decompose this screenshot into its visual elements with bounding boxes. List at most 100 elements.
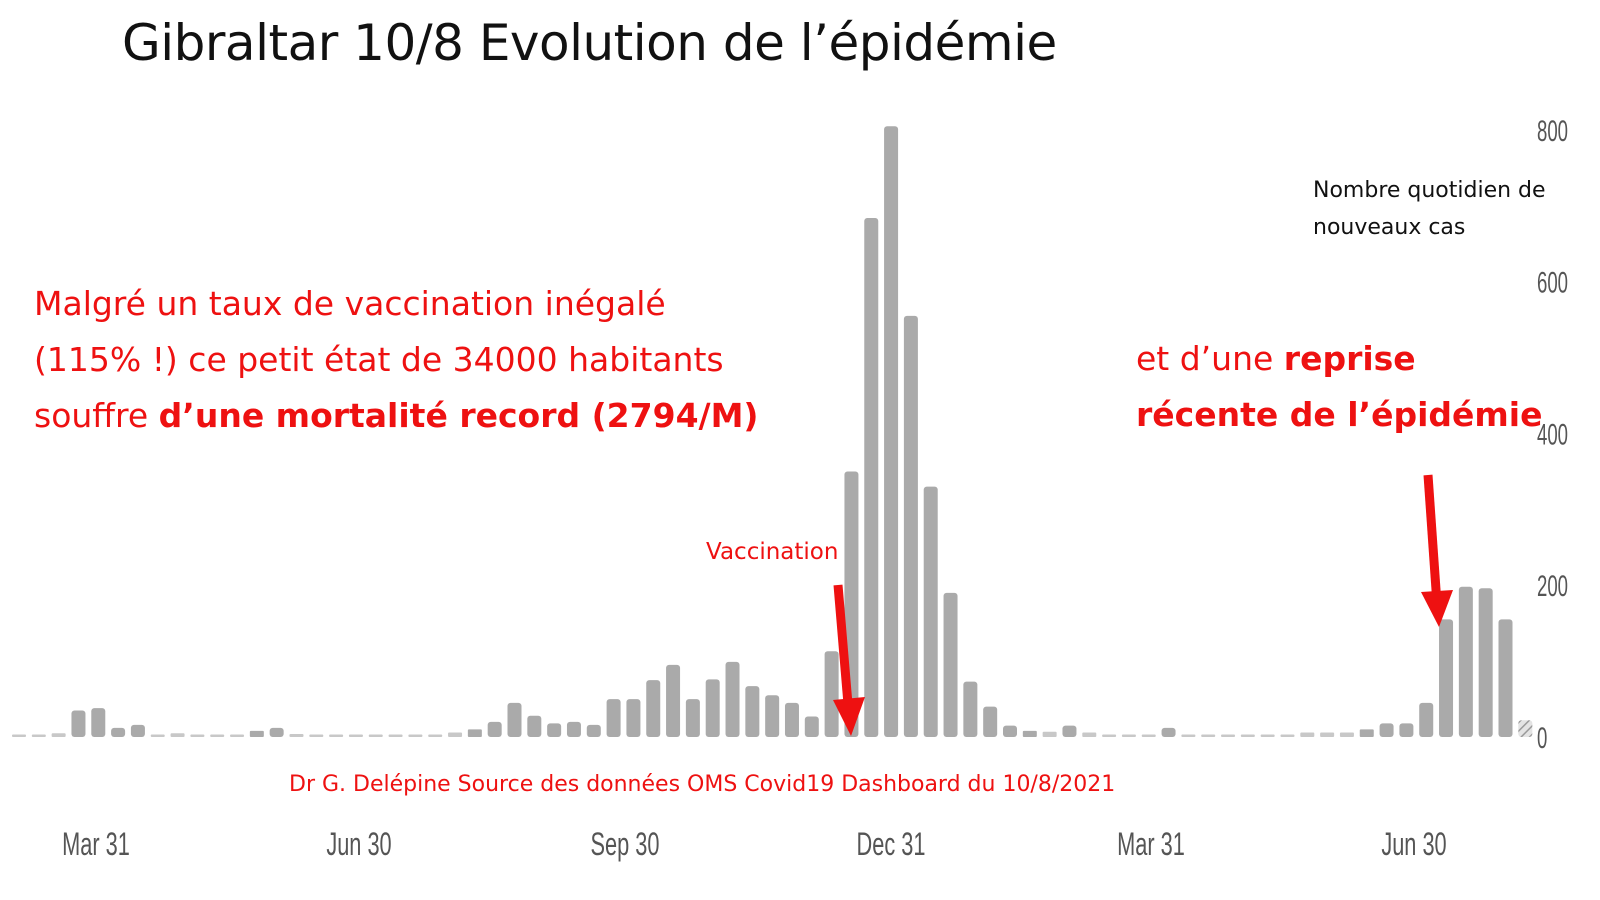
reprise-note-line-1: et d’une reprise: [1136, 331, 1542, 387]
x-axis: Mar 31 Jun 30 Sep 30 Dec 31 Mar 31 Jun 30: [62, 826, 1447, 862]
bar-week-58: [1141, 734, 1156, 737]
bar-week-30: [586, 724, 601, 737]
bar-week-31: [606, 699, 621, 737]
mortality-note-line-2: (115% !) ce petit état de 34000 habitant…: [34, 340, 724, 379]
x-tick-label-3: Sep 30: [591, 826, 660, 862]
bar-week-73: [1439, 619, 1454, 737]
bar-week-67: [1320, 732, 1335, 737]
bar-week-6: [111, 727, 126, 737]
bar-week-52: [1022, 730, 1037, 737]
bar-week-44: [864, 218, 879, 737]
bar-week-16: [309, 734, 324, 737]
bar-week-54: [1062, 725, 1077, 737]
source-note: Dr G. Delépine Source des données OMS Co…: [289, 772, 1116, 797]
bar-week-62: [1221, 734, 1236, 737]
bar-week-41: [804, 716, 819, 737]
bar-week-70: [1379, 723, 1394, 737]
y-axis: 0 200 400 600 800: [1537, 115, 1568, 756]
bar-week-13: [249, 730, 264, 737]
bar-week-1: [12, 734, 26, 737]
bar-week-56: [1102, 734, 1117, 737]
x-tick-label-6: Jun 30: [1381, 826, 1446, 862]
bar-week-57: [1121, 734, 1136, 737]
bar-week-17: [329, 734, 344, 737]
bar-week-4: [71, 710, 86, 737]
mortality-note-line-3-normal: souffre: [34, 396, 159, 435]
bar-week-60: [1181, 734, 1196, 737]
bar-week-71: [1399, 723, 1414, 737]
bar-week-29: [566, 721, 581, 737]
bars-group: [12, 126, 1533, 738]
bar-week-39: [765, 695, 780, 737]
reprise-note-line-1-bold: reprise: [1283, 339, 1416, 378]
arrows-group: [833, 474, 1453, 736]
bar-week-35: [685, 699, 700, 737]
bar-week-19: [368, 734, 383, 737]
y-tick-800: 800: [1537, 115, 1568, 149]
bar-week-63: [1240, 734, 1255, 737]
bar-week-64: [1260, 734, 1275, 737]
vaccination-arrow: [833, 584, 854, 717]
bar-week-22: [428, 734, 443, 737]
y-tick-400: 400: [1537, 418, 1568, 452]
y-axis-label-line-2: nouveaux cas: [1313, 215, 1466, 240]
y-axis-label-line-1: Nombre quotidien de: [1313, 178, 1546, 203]
x-tick-label-2: Jun 30: [326, 826, 391, 862]
x-tick-label-1: Mar 31: [62, 826, 130, 862]
y-tick-200: 200: [1537, 570, 1568, 604]
bar-week-68: [1339, 732, 1354, 737]
vaccination-label: Vaccination: [706, 539, 839, 565]
bar-week-23: [448, 732, 463, 737]
mortality-note-line-1: Malgré un taux de vaccination inégalé: [34, 284, 666, 323]
bar-week-65: [1280, 734, 1295, 737]
bar-week-27: [527, 715, 542, 737]
y-tick-0: 0: [1537, 722, 1547, 756]
bar-week-69: [1359, 729, 1374, 737]
bar-week-20: [388, 734, 403, 737]
bar-week-49: [963, 681, 978, 737]
bar-week-33: [646, 680, 661, 737]
bar-week-24: [467, 729, 482, 737]
reprise-arrow-head: [1421, 590, 1453, 627]
bar-week-77: [1518, 720, 1533, 737]
bar-week-75: [1478, 588, 1493, 737]
bar-week-3: [51, 733, 66, 737]
reprise-note-line-2: récente de l’épidémie: [1136, 387, 1542, 443]
bar-week-36: [705, 679, 720, 737]
x-tick-label-5: Mar 31: [1117, 826, 1185, 862]
bar-week-9: [170, 733, 185, 737]
bar-week-2: [31, 734, 46, 737]
bar-week-53: [1042, 731, 1057, 737]
y-axis-label: Nombre quotidien de nouveaux cas: [1313, 172, 1546, 246]
x-tick-label-4: Dec 31: [857, 826, 926, 862]
bar-week-59: [1161, 727, 1176, 737]
reprise-arrow: [1423, 474, 1442, 605]
bar-week-47: [923, 486, 938, 737]
bar-week-45: [884, 126, 899, 738]
bar-week-10: [190, 734, 205, 737]
bar-week-26: [507, 702, 522, 737]
bar-week-51: [1003, 725, 1017, 737]
bar-week-55: [1082, 732, 1097, 737]
bar-week-74: [1458, 586, 1473, 737]
mortality-note: Malgré un taux de vaccination inégalé (1…: [34, 276, 759, 444]
bar-week-7: [130, 724, 145, 737]
bar-week-11: [210, 734, 225, 737]
mortality-note-line-3-bold: d’une mortalité record (2794/M): [158, 396, 759, 435]
mortality-note-line-3: souffre d’une mortalité record (2794/M): [34, 388, 759, 444]
bar-week-12: [230, 734, 245, 737]
page-title: Gibraltar 10/8 Evolution de l’épidémie: [122, 14, 1057, 72]
bar-week-46: [903, 315, 918, 737]
bar-week-42: [824, 651, 839, 737]
vaccination-arrow-head: [833, 697, 865, 736]
bar-week-66: [1300, 732, 1315, 737]
bar-week-34: [666, 664, 681, 737]
bar-week-15: [289, 733, 304, 737]
reprise-note-line-1-normal: et d’une: [1136, 339, 1284, 378]
bar-week-38: [745, 686, 760, 737]
bar-week-40: [784, 702, 799, 737]
bar-week-28: [547, 723, 562, 737]
bar-week-76: [1498, 619, 1513, 737]
bar-week-21: [408, 734, 423, 737]
